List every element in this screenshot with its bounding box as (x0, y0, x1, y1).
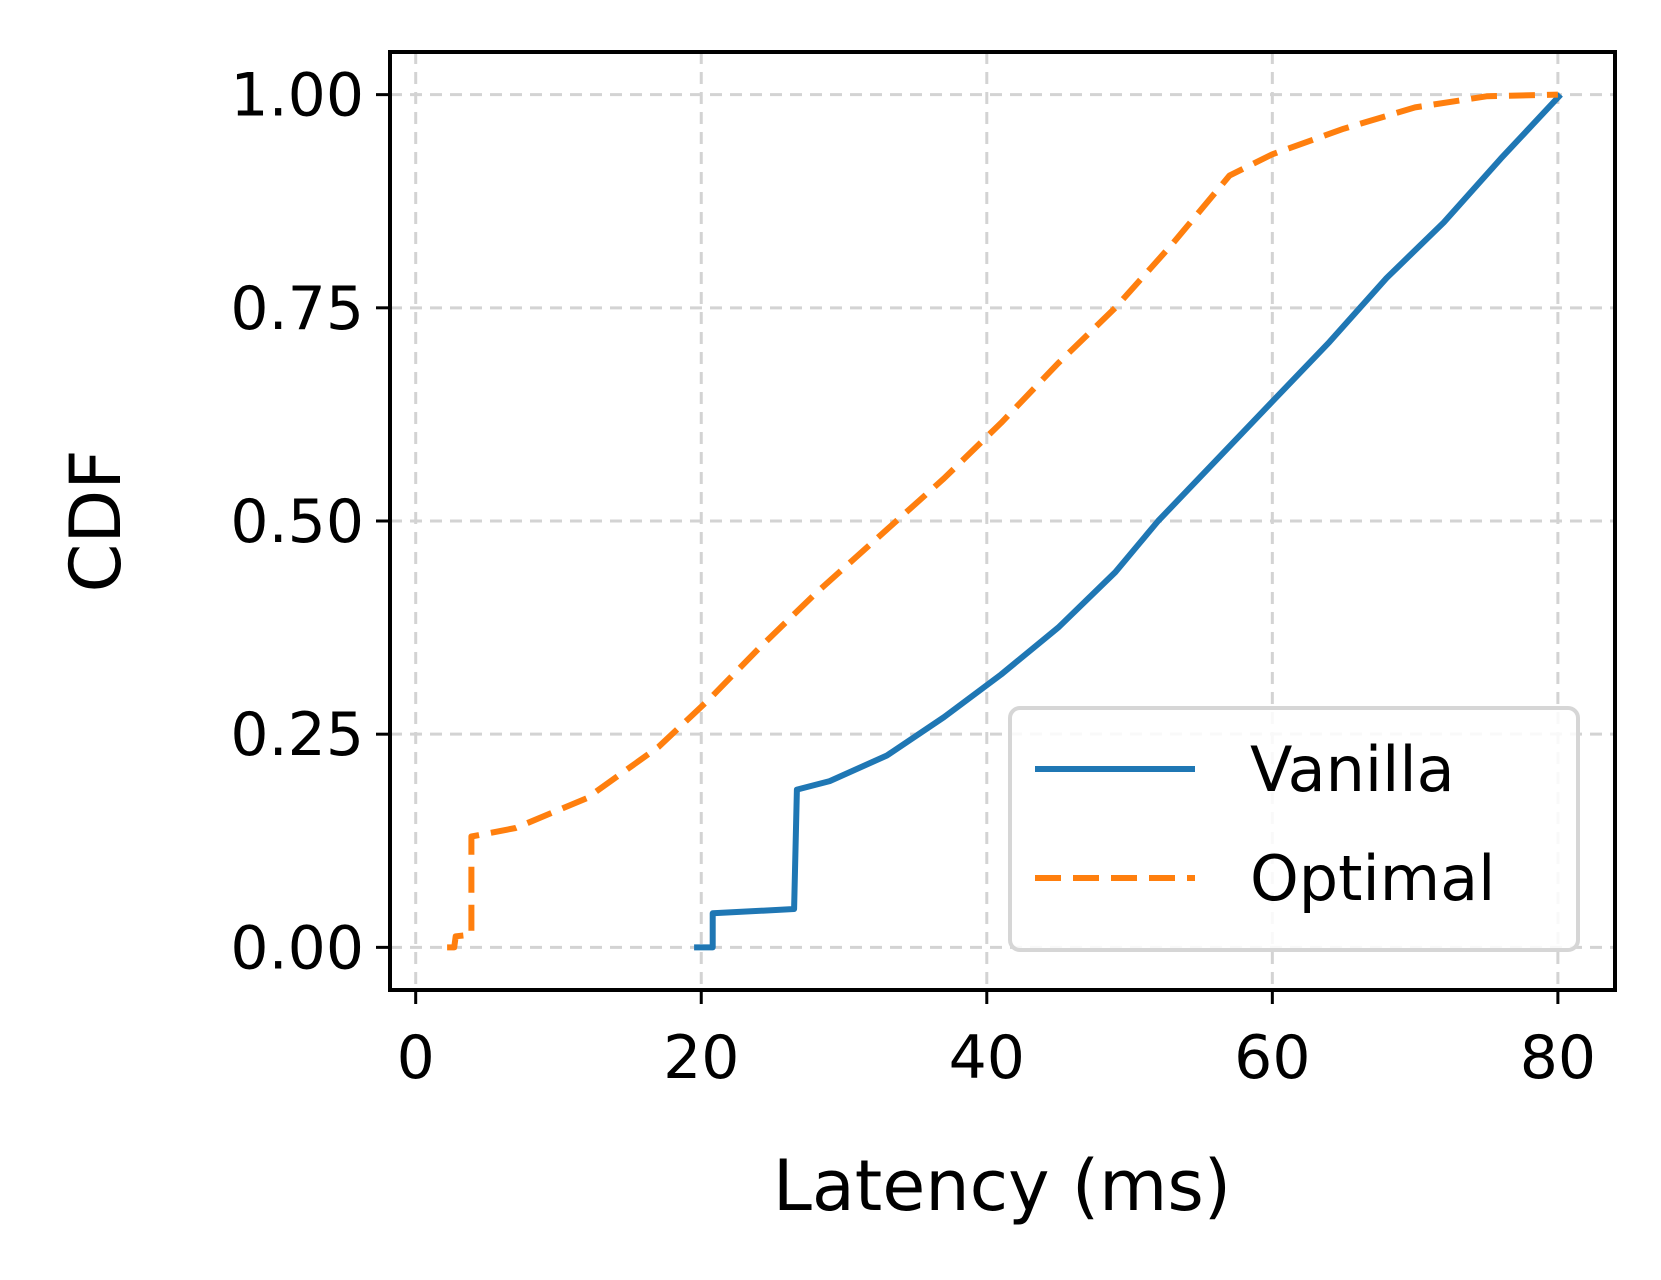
legend: Vanilla Optimal (1008, 706, 1580, 952)
x-axis: 0 20 40 60 80 (397, 990, 1596, 1093)
x-tick-label: 20 (663, 1023, 739, 1093)
y-tick-label: 1.00 (230, 61, 364, 131)
x-tick-label: 40 (949, 1023, 1025, 1093)
series-line-vanilla (694, 92, 1563, 951)
x-tick-label: 60 (1234, 1023, 1310, 1093)
x-axis-title: Latency (ms) (773, 1145, 1231, 1227)
y-axis: 0.00 0.25 0.50 0.75 1.00 (230, 61, 390, 983)
x-tick-label: 0 (397, 1023, 435, 1093)
x-tick-label: 80 (1520, 1023, 1596, 1093)
y-axis-title: CDF (55, 449, 137, 592)
legend-label-vanilla: Vanilla (1250, 733, 1455, 806)
legend-label-optimal: Optimal (1250, 842, 1495, 915)
y-tick-label: 0.50 (230, 487, 364, 557)
y-tick-label: 0.25 (230, 700, 364, 770)
series-line-optimal (447, 91, 1558, 951)
series-lines (447, 91, 1563, 951)
y-tick-label: 0.75 (230, 274, 364, 344)
y-tick-label: 0.00 (230, 913, 364, 983)
